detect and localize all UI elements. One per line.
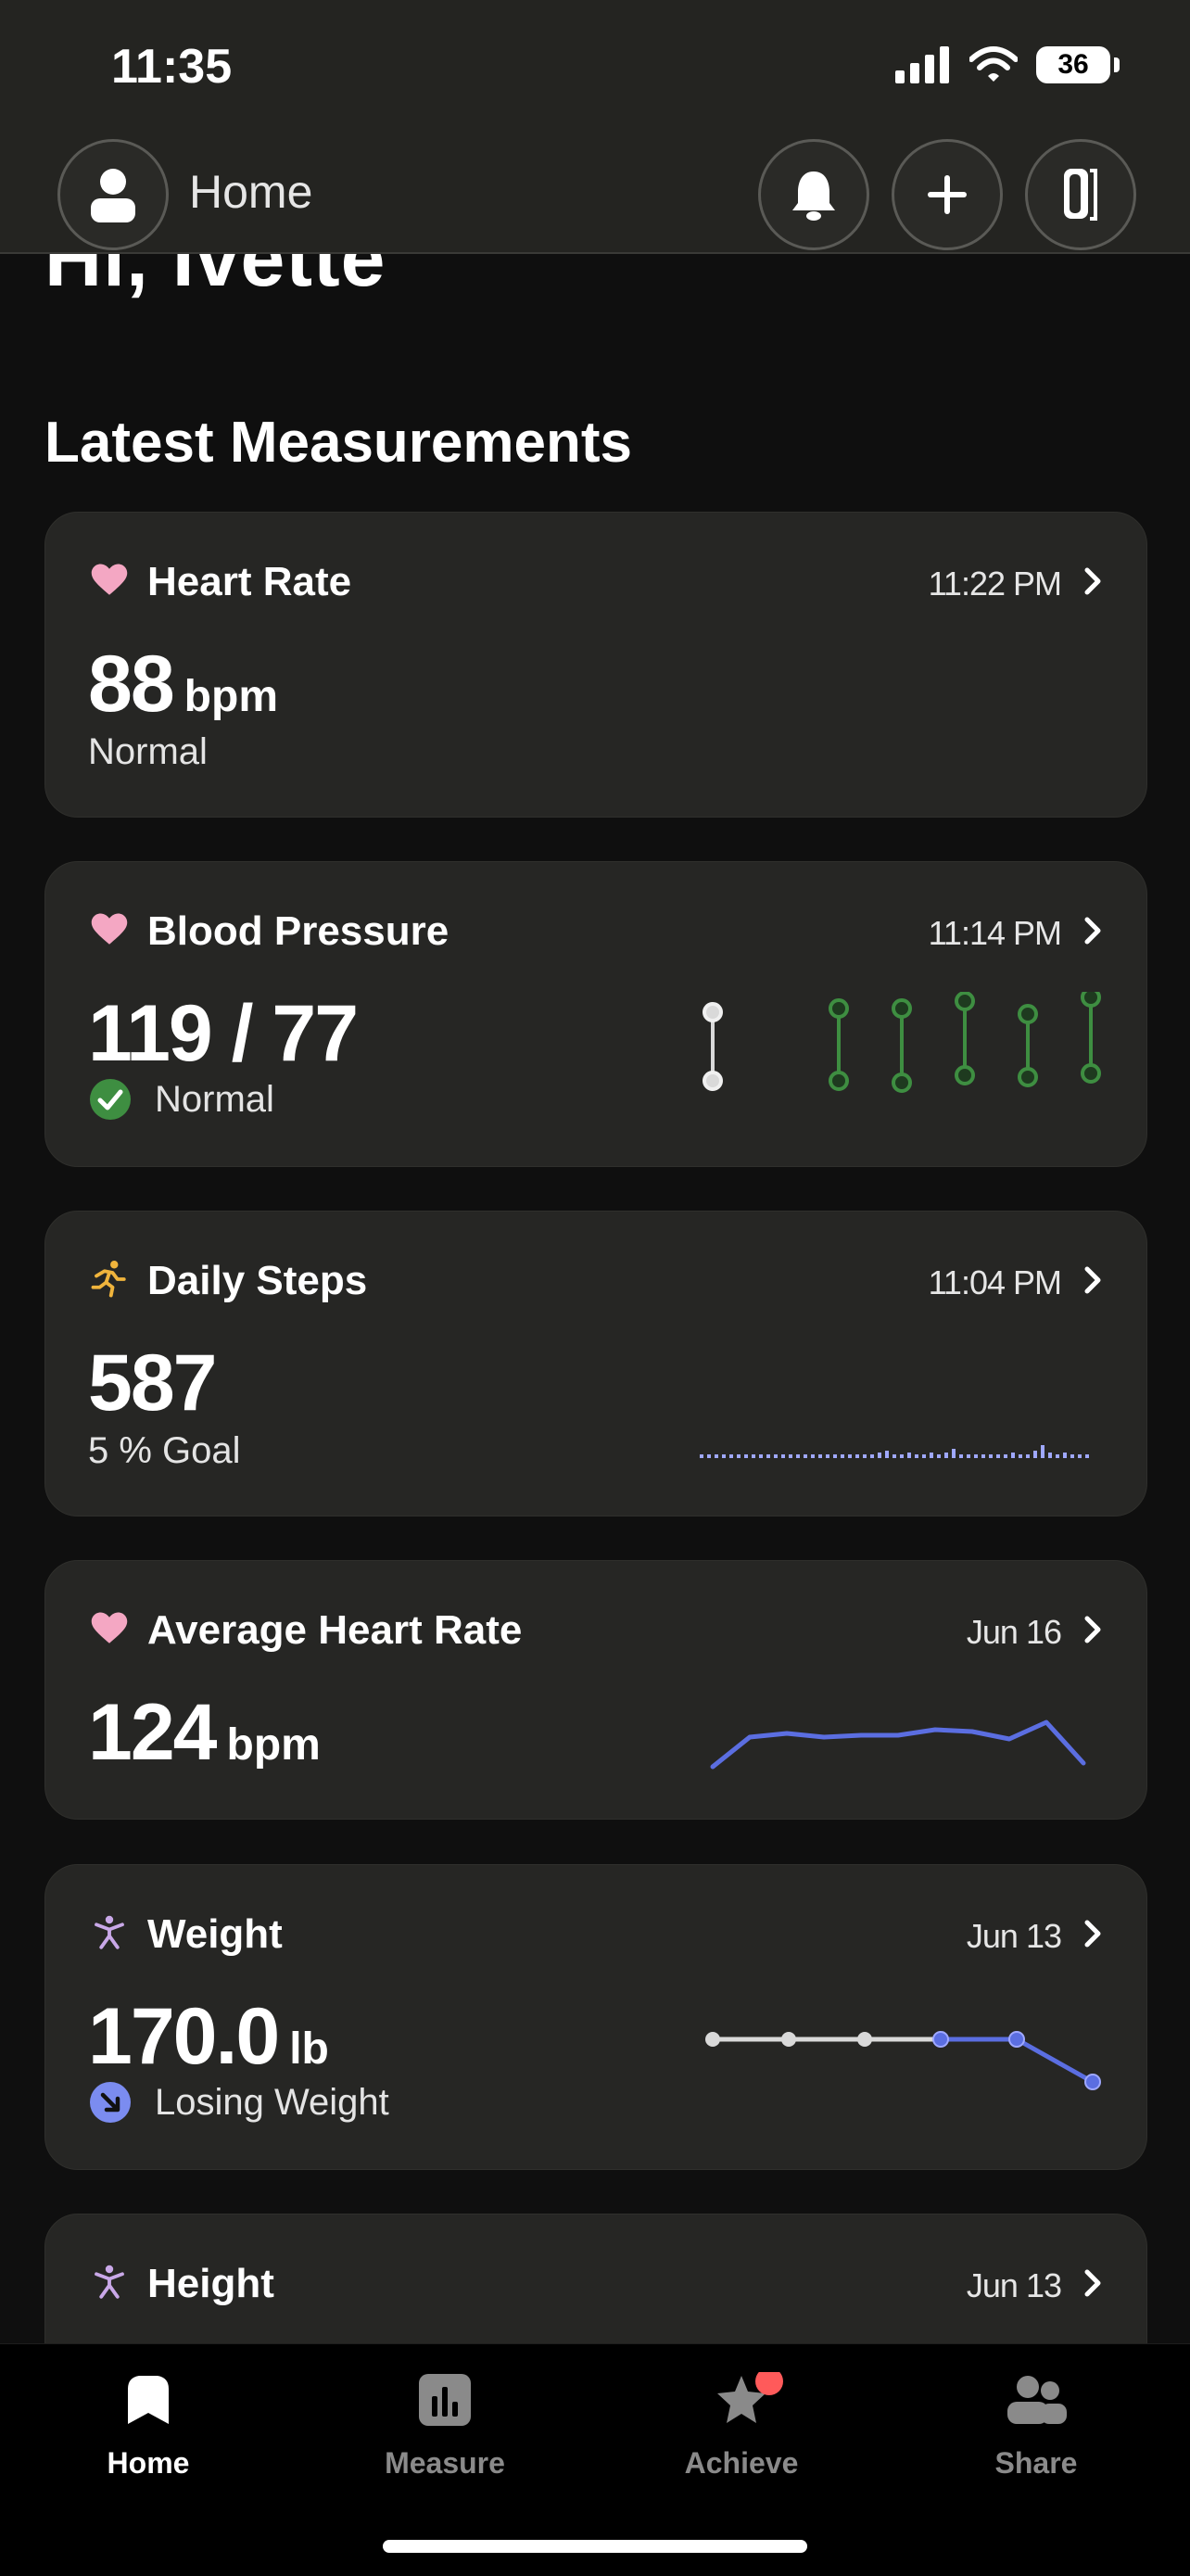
home-icon (128, 2376, 169, 2424)
card-title: Blood Pressure (147, 908, 449, 954)
star-icon (717, 2372, 783, 2423)
card-title: Heart Rate (147, 559, 352, 604)
card-status-row: Normal (88, 1077, 274, 1122)
blood-pressure-card[interactable]: Blood Pressure 11:14 PM 119 / 77 Normal (44, 861, 1147, 1167)
heart-rate-card[interactable]: Heart Rate 11:22 PM 88 bpm Normal (44, 512, 1147, 818)
card-title: Height (147, 2261, 274, 2306)
nav-measure-label: Measure (385, 2446, 505, 2480)
check-circle-icon (90, 1079, 131, 1120)
avg-heart-rate-sparkline (710, 1719, 1086, 1770)
status-icons: 36 (895, 46, 1120, 83)
nav-achieve-label: Achieve (684, 2446, 799, 2480)
person-icon (91, 169, 135, 222)
header-title: Home (189, 166, 313, 218)
chevron-right-icon (1084, 1616, 1101, 1643)
profile-button[interactable] (57, 139, 169, 250)
top-bar: 11:35 36 Home (0, 0, 1190, 254)
card-value: 119 / 77 (88, 989, 359, 1078)
bottom-nav: Home Measure Achieve Share (0, 2343, 1190, 2576)
device-icon (1064, 169, 1097, 221)
card-value: 88 bpm (88, 640, 278, 729)
card-title: Average Heart Rate (147, 1607, 523, 1653)
card-time: Jun 13 (966, 1917, 1062, 1955)
card-goal: 5 % Goal (88, 1430, 241, 1471)
status-time: 11:35 (111, 40, 233, 94)
heart-icon (91, 1612, 128, 1643)
bell-icon (792, 171, 835, 221)
card-time: Jun 13 (966, 2266, 1062, 2304)
home-indicator (383, 2540, 807, 2553)
card-time: 11:04 PM (928, 1263, 1062, 1301)
trend-down-icon (90, 2082, 131, 2123)
signal-icon (895, 46, 949, 83)
card-status: Normal (155, 1078, 274, 1120)
battery-icon: 36 (1036, 46, 1120, 83)
people-icon (1007, 2376, 1067, 2424)
chevron-right-icon (1084, 1920, 1101, 1948)
chevron-right-icon (1084, 2269, 1101, 2297)
notifications-button[interactable] (758, 139, 869, 250)
bp-sparkline (703, 992, 1101, 1093)
nav-achieve[interactable]: Achieve (649, 2372, 834, 2481)
running-icon (91, 1261, 126, 1298)
card-status-row: Losing Weight (88, 2080, 389, 2125)
nav-home-label: Home (107, 2446, 190, 2480)
section-title: Latest Measurements (44, 411, 633, 475)
chevron-right-icon (1084, 1266, 1101, 1294)
heart-icon (91, 564, 128, 595)
nav-measure[interactable]: Measure (352, 2372, 538, 2481)
card-unit: bpm (184, 672, 278, 721)
device-button[interactable] (1025, 139, 1136, 250)
chevron-right-icon (1084, 567, 1101, 595)
card-title: Weight (147, 1911, 283, 1957)
card-status: Losing Weight (155, 2081, 389, 2123)
card-time: 11:22 PM (928, 565, 1062, 603)
weight-sparkline (705, 2031, 1101, 2090)
card-unit: lb (289, 2024, 329, 2074)
chevron-right-icon (1084, 917, 1101, 945)
card-time: Jun 16 (966, 1613, 1062, 1651)
nav-share[interactable]: Share (943, 2372, 1129, 2481)
plus-icon (928, 175, 967, 214)
nav-share-label: Share (994, 2446, 1078, 2480)
card-status: Normal (88, 731, 208, 772)
card-time: 11:14 PM (928, 914, 1062, 952)
card-value: 124 bpm (88, 1688, 321, 1777)
steps-sparkline (700, 1445, 1089, 1458)
card-value: 587 (88, 1339, 217, 1428)
card-unit: bpm (226, 1720, 321, 1770)
average-heart-rate-card[interactable]: Average Heart Rate Jun 16 124 bpm (44, 1560, 1147, 1820)
card-title: Daily Steps (147, 1258, 368, 1303)
nav-home[interactable]: Home (56, 2372, 241, 2481)
bar-chart-icon (419, 2374, 471, 2426)
wifi-icon (969, 46, 1018, 82)
person-stretch-icon (95, 1915, 124, 1949)
weight-card[interactable]: Weight Jun 13 170.0 lb Losing Weight (44, 1864, 1147, 2170)
person-stretch-icon (95, 2265, 124, 2299)
heart-icon (91, 913, 128, 945)
card-value: 170.0 lb (88, 1992, 329, 2081)
daily-steps-card[interactable]: Daily Steps 11:04 PM 587 5 % Goal (44, 1211, 1147, 1516)
add-button[interactable] (892, 139, 1003, 250)
